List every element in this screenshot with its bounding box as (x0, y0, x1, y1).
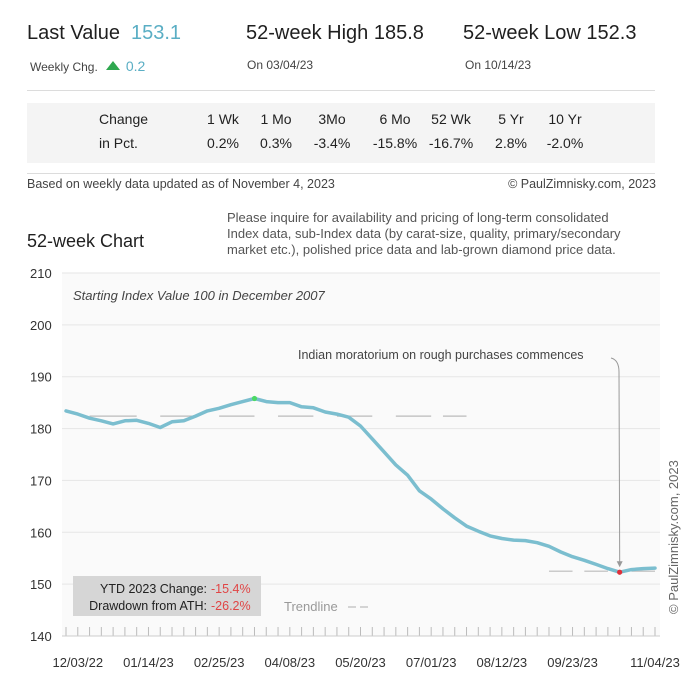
ytd-label: YTD 2023 Change: (100, 582, 207, 596)
change-col-value: -15.8% (372, 135, 418, 151)
x-tick-label: 12/03/22 (52, 655, 103, 670)
high-date: On 03/04/23 (247, 58, 314, 72)
up-arrow-icon (105, 61, 120, 70)
change-col-label: 5 Yr (498, 111, 524, 127)
divider-top (27, 90, 655, 91)
y-tick-label: 140 (30, 629, 52, 644)
change-col-label: 3Mo (318, 111, 346, 127)
annotation-arrowhead-icon (616, 561, 623, 568)
y-tick-label: 200 (30, 318, 52, 333)
inquiry-text: Please inquire for availability and pric… (227, 210, 621, 258)
change-col-value: 2.8% (495, 135, 527, 151)
y-tick-label: 190 (30, 370, 52, 385)
low-block: 52-week Low 152.3 (463, 22, 636, 45)
drawdown-label: Drawdown from ATH: (89, 599, 207, 613)
change-col-value: -3.4% (313, 135, 351, 151)
y-tick-label: 210 (30, 266, 52, 281)
marker-layer (251, 395, 623, 575)
chart-subtitle: Starting Index Value 100 in December 200… (73, 288, 326, 303)
annotation-arrow (610, 357, 621, 564)
index-series-line (64, 396, 657, 574)
series-layer (64, 396, 657, 574)
trendline-legend-label: Trendline (284, 599, 338, 614)
last-value-label: Last Value (27, 22, 121, 44)
y-tick-label: 180 (30, 422, 52, 437)
inquiry-line-3: market etc.), polished price data and la… (227, 242, 616, 257)
change-col-label: 52 Wk (431, 111, 471, 127)
annotation-text: Indian moratorium on rough purchases com… (298, 348, 584, 362)
x-tick-label: 09/23/23 (547, 655, 598, 670)
change-col-label: 6 Mo (379, 111, 411, 127)
copyright: © PaulZimnisky.com, 2023 (508, 177, 656, 191)
change-row-label-1: Change (99, 111, 149, 127)
change-col-label: 1 Wk (207, 111, 239, 127)
high-label: 52-week High (246, 22, 369, 44)
change-col-label: 10 Yr (548, 111, 582, 127)
weekly-chg-label: Weekly Chg. (30, 60, 98, 74)
x-tick-label: 11/04/23 (630, 655, 680, 670)
change-col-value: 0.3% (260, 135, 292, 151)
x-tick-label: 08/12/23 (477, 655, 528, 670)
divider-bottom (27, 173, 655, 174)
weekly-chg-row: Weekly Chg. 0.2 (30, 58, 145, 74)
chart-heading: 52-week Chart (27, 231, 145, 251)
change-row-label-2: in Pct. (99, 135, 138, 151)
x-tick-label: 04/08/23 (265, 655, 316, 670)
x-tick-label: 05/20/23 (335, 655, 386, 670)
change-col-value: -2.0% (546, 135, 584, 151)
high-value: 185.8 (373, 22, 424, 44)
last-value: 153.1 (131, 22, 182, 44)
high-point-marker (251, 395, 258, 402)
change-col-value: -16.7% (428, 135, 474, 151)
inquiry-line-1: Please inquire for availability and pric… (227, 210, 609, 225)
x-tick-label: 01/14/23 (123, 655, 174, 670)
footer-note: Based on weekly data updated as of Novem… (27, 177, 335, 191)
low-date: On 10/14/23 (465, 58, 532, 72)
stats-box (73, 576, 261, 616)
change-col-label: 1 Mo (260, 111, 292, 127)
vertical-watermark: © PaulZimnisky.com, 2023 (666, 460, 681, 614)
x-tick-label: 02/25/23 (194, 655, 245, 670)
high-block: 52-week High 185.8 (246, 22, 424, 45)
y-tick-label: 150 (30, 577, 52, 592)
low-label: 52-week Low (463, 22, 581, 44)
x-tick-label: 07/01/23 (406, 655, 457, 670)
plot-background (62, 273, 660, 636)
change-col-value: 0.2% (207, 135, 239, 151)
axis-layer: 140 150 160 170 180 190 200 210 12/03/22 01/14/23… (30, 266, 680, 670)
low-point-marker (617, 569, 623, 575)
y-tick-label: 160 (30, 525, 52, 540)
low-value: 152.3 (586, 22, 637, 44)
ytd-value: -15.4% (211, 582, 251, 596)
change-table: Change in Pct. 1 Wk 0.2% 1 Mo 0.3% 3Mo -3.4% 6… (27, 103, 655, 163)
weekly-chg-value: 0.2 (125, 58, 146, 74)
drawdown-value: -26.2% (211, 599, 251, 613)
inquiry-line-2: Index data, sub-Index data (by carat-siz… (227, 226, 621, 241)
y-tick-label: 170 (30, 473, 52, 488)
